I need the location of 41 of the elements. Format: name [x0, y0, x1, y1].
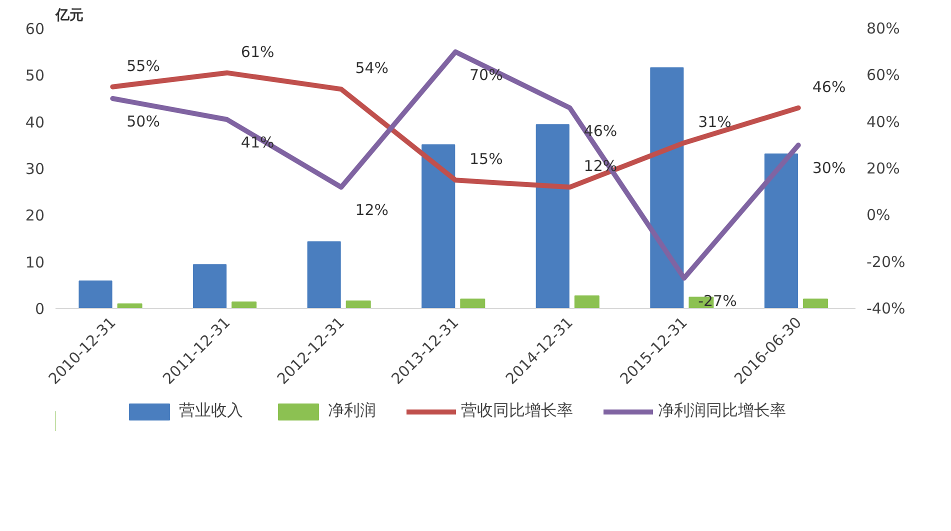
- bar: [803, 298, 828, 308]
- data-label: 12%: [355, 201, 389, 220]
- legend-label: 营收同比增长率: [461, 400, 573, 422]
- legend-label: 净利润同比增长率: [658, 400, 786, 422]
- y-axis-title: 亿元: [54, 8, 84, 24]
- y2-tick-label: -20%: [866, 252, 906, 271]
- y-tick-label: 60: [25, 20, 45, 38]
- bar: [460, 298, 486, 308]
- data-label: 31%: [698, 112, 732, 131]
- y-tick-label: 0: [34, 300, 45, 318]
- data-label: 70%: [470, 66, 503, 84]
- bar: [536, 124, 570, 308]
- y2-tick-label: 0%: [866, 206, 890, 224]
- bar: [422, 144, 456, 308]
- y-tick-label: 40: [25, 113, 45, 132]
- bar: [193, 264, 227, 308]
- data-label: 50%: [126, 112, 160, 130]
- y2-tick-label: 60%: [866, 66, 900, 84]
- data-label: 61%: [240, 42, 274, 61]
- bar: [764, 154, 798, 308]
- bar: [232, 301, 257, 308]
- y2-tick-label: 80%: [866, 20, 900, 38]
- data-label: 54%: [355, 59, 389, 78]
- data-label: 55%: [126, 56, 160, 75]
- y2-tick-label: 40%: [866, 112, 900, 131]
- legend-label: 净利润: [328, 400, 376, 422]
- y-tick-label: 10: [25, 253, 45, 272]
- bar: [307, 241, 341, 308]
- bar: [650, 67, 684, 308]
- y-tick-label: 20: [25, 206, 45, 225]
- bar: [78, 280, 112, 308]
- legend-label: 营业收入: [179, 400, 243, 422]
- y2-tick-label: -40%: [866, 300, 906, 318]
- data-label: 15%: [470, 150, 503, 168]
- y2-tick-label: 20%: [866, 160, 900, 178]
- bar: [346, 300, 371, 308]
- data-label: 46%: [812, 78, 846, 96]
- y-tick-label: 30: [25, 160, 45, 178]
- data-label: 30%: [812, 159, 846, 178]
- y-tick-label: 50: [25, 66, 45, 85]
- bar: [574, 295, 600, 308]
